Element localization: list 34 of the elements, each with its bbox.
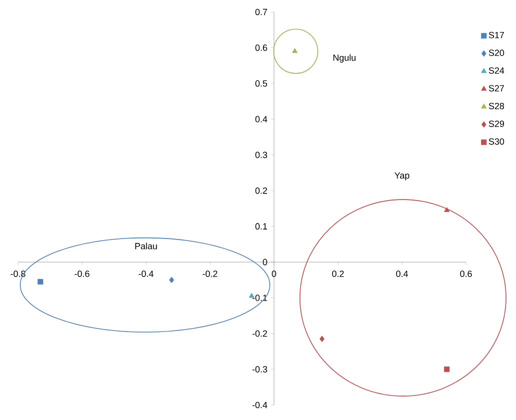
point xyxy=(169,276,174,284)
legend-label: S29 xyxy=(488,120,504,127)
y-tick-label: 0.4 xyxy=(255,116,268,122)
x-tick-label: -0.4 xyxy=(138,270,154,277)
point xyxy=(320,336,324,342)
x-tick-label: -0.6 xyxy=(74,270,90,277)
y-tick-label: 0.2 xyxy=(255,187,268,194)
point xyxy=(444,207,450,212)
legend-label: S27 xyxy=(488,85,504,92)
x-tick-label: 0.6 xyxy=(460,270,472,277)
y-tick-label: -0.3 xyxy=(252,366,268,372)
point xyxy=(292,48,298,53)
legend-label: S20 xyxy=(488,50,504,56)
legend-label: S28 xyxy=(488,102,504,110)
y-tick-label: 0.1 xyxy=(255,223,268,230)
legend-label: S17 xyxy=(488,32,504,38)
point xyxy=(38,278,44,285)
y-tick-label: -0.4 xyxy=(252,402,268,408)
annotation: Palau xyxy=(135,242,157,250)
y-tick-label: 0.5 xyxy=(255,80,268,87)
x-tick-label: 0 xyxy=(272,270,276,277)
annotation: Yap xyxy=(394,172,410,180)
point xyxy=(444,366,450,372)
x-tick-label: 0.4 xyxy=(396,270,408,277)
annotation: Ngulu xyxy=(333,54,356,63)
y-tick-label: 0.7 xyxy=(255,8,268,16)
y-tick-label: -0.2 xyxy=(252,330,268,337)
legend-label: S24 xyxy=(488,67,504,74)
y-tick-label: 0.3 xyxy=(255,152,268,158)
y-tick-label: 0.6 xyxy=(255,44,268,51)
x-tick-label: -0.2 xyxy=(202,270,218,277)
legend-label: S30 xyxy=(488,138,504,145)
x-tick-label: 0.2 xyxy=(332,270,344,277)
y-tick-label: 0 xyxy=(262,258,268,266)
